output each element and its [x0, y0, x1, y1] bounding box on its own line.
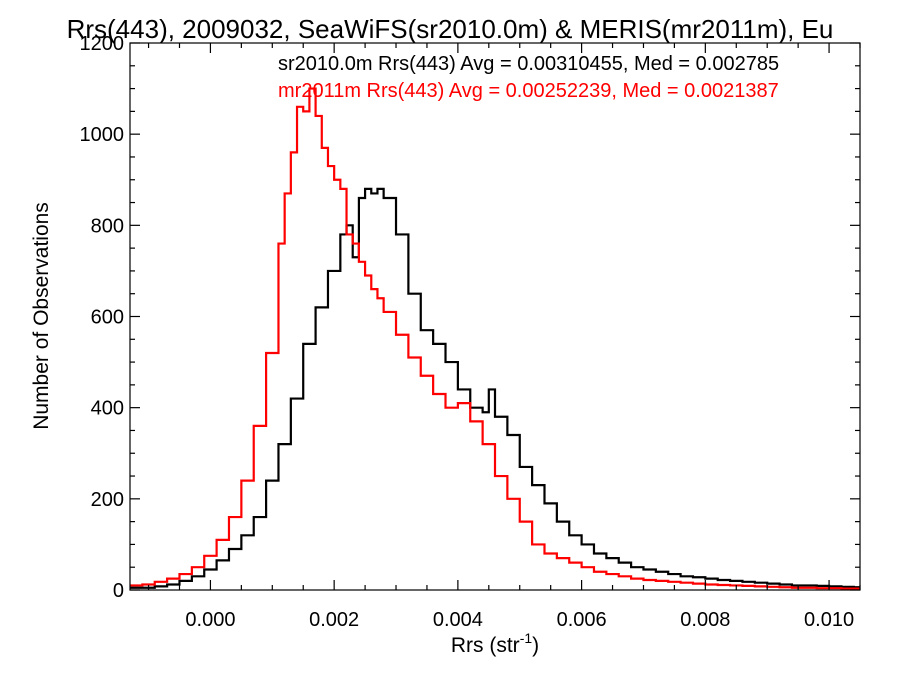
plot-frame: [129, 42, 861, 591]
y-axis-label: Number of Observations: [30, 202, 53, 430]
y-tick-label: 1200: [80, 33, 125, 55]
ticks-layer: [130, 42, 861, 591]
x-tick-label: 0.000: [185, 609, 235, 631]
y-tick-label: 400: [91, 398, 124, 420]
legend-line-mr2011: mr2011m Rrs(443) Avg = 0.00252239, Med =…: [278, 80, 779, 102]
y-tick-label: 1000: [80, 124, 125, 146]
y-tick-label: 200: [91, 489, 124, 511]
chart-title: Rrs(443), 2009032, SeaWiFS(sr2010.0m) & …: [67, 14, 834, 44]
x-tick-label: 0.004: [433, 609, 483, 631]
x-tick-label: 0.010: [804, 609, 854, 631]
x-axis-label: Rrs (str-1): [451, 630, 539, 657]
x-axis-label-superscript: -1: [520, 630, 533, 646]
x-axis-label-main: Rrs (str: [451, 634, 520, 657]
series-line-0: [130, 187, 860, 589]
x-tick-label: 0.002: [309, 609, 359, 631]
legend-line-sr2010: sr2010.0m Rrs(443) Avg = 0.00310455, Med…: [278, 53, 779, 75]
y-tick-label: 600: [91, 307, 124, 329]
series-layer: [130, 87, 860, 590]
x-axis-label-suffix: ): [532, 634, 539, 657]
x-tick-label: 0.006: [557, 609, 607, 631]
y-tick-label: 800: [91, 215, 124, 237]
tick-labels-layer: 0.000 0.002 0.004 0.006 0.008 0.010 0 200 400 600…: [80, 33, 855, 631]
y-tick-label: 0: [113, 580, 124, 602]
x-tick-label: 0.008: [680, 609, 730, 631]
series-line-1: [130, 87, 860, 590]
